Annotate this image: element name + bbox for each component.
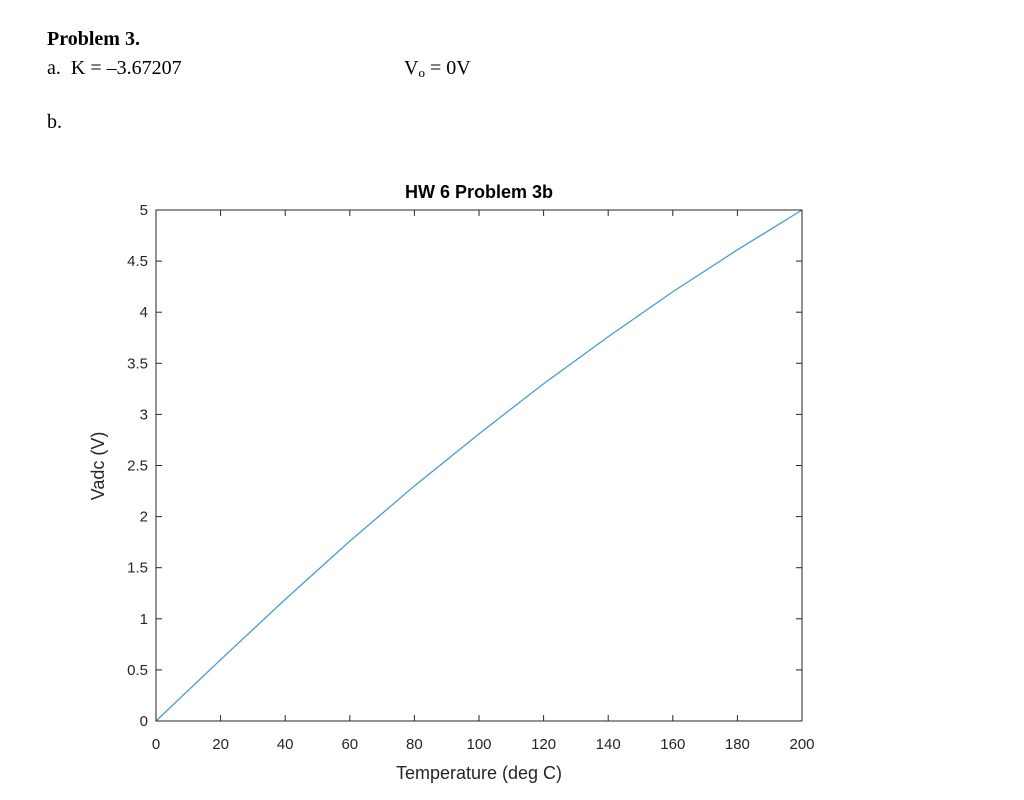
part-b-label: b.	[47, 111, 62, 133]
y-tick-label: 4.5	[127, 253, 148, 270]
x-tick-label: 40	[277, 736, 294, 753]
x-tick-label: 140	[596, 736, 621, 753]
plot-frame	[155, 209, 803, 722]
part-a: a. K = –3.67207	[47, 57, 182, 80]
problem-title: Problem 3.	[47, 28, 140, 50]
y-tick-label: 2	[140, 509, 148, 526]
part-a-value: K = –3.67207	[70, 57, 182, 79]
vo-prefix: V	[404, 57, 419, 79]
y-tick-label: 4	[140, 304, 148, 321]
x-tick-label: 200	[789, 736, 814, 753]
x-tick-label: 120	[531, 736, 556, 753]
part-a-label: a.	[47, 57, 61, 79]
y-axis-label: Vadc (V)	[88, 432, 108, 501]
series-line	[155, 209, 803, 722]
y-tick-label: 1	[140, 611, 148, 628]
x-tick-label: 180	[725, 736, 750, 753]
x-tick-label: 60	[341, 736, 358, 753]
y-tick-label: 2.5	[127, 458, 148, 475]
y-tick-label: 3	[140, 406, 148, 423]
x-tick-label: 160	[660, 736, 685, 753]
x-axis-label: Temperature (deg C)	[396, 763, 562, 783]
vo-suffix: = 0V	[424, 57, 471, 79]
x-tick-label: 20	[212, 736, 229, 753]
y-tick-label: 0	[140, 713, 148, 730]
x-tick-label: 80	[406, 736, 423, 753]
x-tick-label: 100	[466, 736, 491, 753]
y-tick-label: 1.5	[127, 560, 148, 577]
series	[155, 209, 803, 722]
y-tick-label: 5	[140, 202, 148, 219]
y-tick-label: 0.5	[127, 662, 148, 679]
y-tick-label: 3.5	[127, 355, 148, 372]
tick-labels: 0 20 40 60 80 100 120 140 160 180 200 0 0.5 1 1.5 2 2.5 3…	[127, 202, 814, 753]
chart-title: HW 6 Problem 3b	[405, 182, 553, 202]
vo-expression: Vo = 0V	[404, 57, 471, 81]
vo-subscript: o	[418, 65, 425, 80]
x-tick-label: 0	[152, 736, 160, 753]
ticks	[155, 209, 803, 722]
